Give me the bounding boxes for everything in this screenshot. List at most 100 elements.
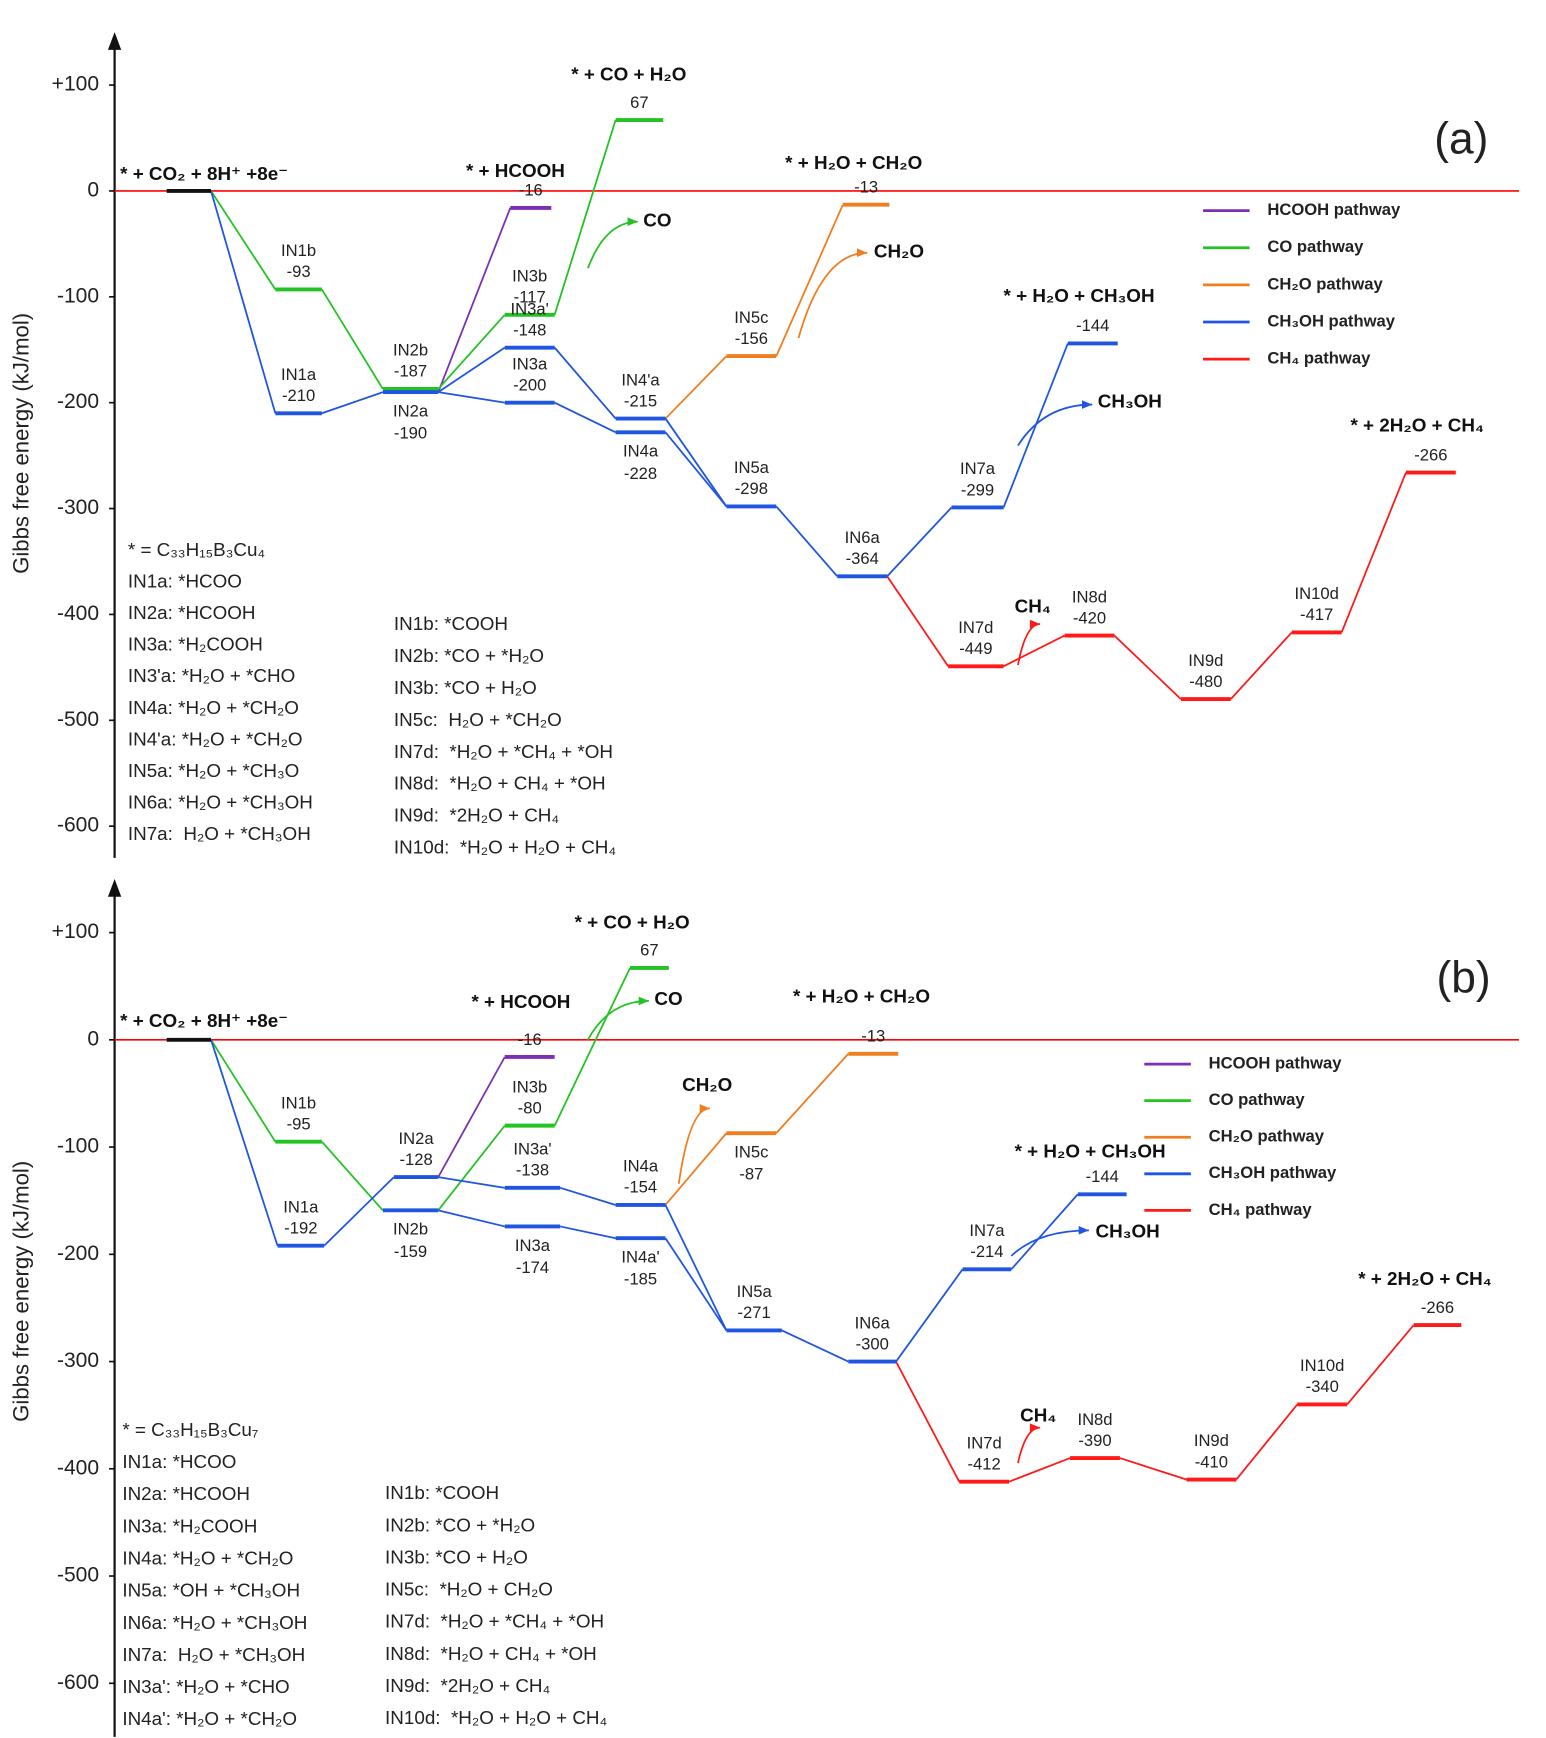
definition: IN7a: H₂O + *CH₃OH: [128, 823, 311, 844]
product-arrowhead: [857, 248, 868, 258]
level-name: IN2b: [393, 341, 428, 360]
definition: IN7a: H₂O + *CH₃OH: [122, 1644, 305, 1665]
pathway-connector: [437, 1125, 506, 1211]
pathway-connector: [210, 190, 277, 414]
definition: IN5c: H₂O + *CH₂O: [394, 709, 562, 730]
level-value: -271: [738, 1303, 771, 1322]
pathway-connector: [664, 1237, 728, 1331]
definition: IN4a: *H₂O + *CH₂O: [128, 697, 299, 718]
level-value: -93: [287, 262, 311, 281]
level-name: IN8d: [1072, 587, 1107, 606]
pathway-connector: [895, 1361, 960, 1483]
state-annotation: * + CO + H₂O: [575, 911, 690, 932]
level-value: -300: [856, 1334, 889, 1353]
level-value: -154: [624, 1178, 657, 1197]
pathway-connector: [321, 391, 384, 415]
definition: IN3b: *CO + H₂O: [385, 1546, 528, 1567]
y-tick-label: -100: [57, 284, 99, 307]
level-name: IN4a': [621, 1248, 659, 1267]
product-arrowhead: [1078, 1226, 1089, 1235]
level-name: IN1a: [281, 365, 317, 384]
pathway-connector: [559, 1186, 616, 1206]
state-annotation: * + H₂O + CH₂O: [785, 152, 922, 173]
level-value: -410: [1195, 1452, 1228, 1471]
level-value: 67: [640, 941, 658, 960]
pathway-connector: [438, 1209, 505, 1228]
level-value: -13: [861, 1027, 885, 1046]
pathway-connector: [1346, 1324, 1415, 1406]
level-name: IN2a: [399, 1129, 435, 1148]
level-value: -192: [284, 1218, 317, 1237]
definition: IN4'a: *H₂O + *CH₂O: [128, 728, 303, 749]
definition: IN8d: *H₂O + CH₄ + *OH: [385, 1643, 597, 1664]
pathway-connector: [775, 505, 838, 577]
definition: IN2b: *CO + *H₂O: [385, 1514, 535, 1535]
level-value: -364: [846, 549, 879, 568]
level-name: IN7a: [960, 459, 996, 478]
state-annotation: * + CO₂ + 8H⁺ +8e⁻: [120, 163, 288, 184]
y-tick-label: +100: [52, 920, 99, 943]
pathway-connector: [664, 1132, 728, 1206]
pathway-connector: [664, 1204, 728, 1331]
state-annotation: * + H₂O + CH₃OH: [1015, 1141, 1166, 1162]
pathway-connector: [775, 1053, 850, 1134]
level-name: IN9d: [1188, 651, 1223, 670]
level-value: -190: [394, 424, 427, 443]
pathway-connector: [886, 506, 953, 577]
product-arrowhead: [1029, 619, 1041, 629]
definition: * = C₃₃H₁₅B₃Cu₇: [122, 1419, 258, 1440]
definition: IN5a: *H₂O + *CH₃O: [128, 760, 299, 781]
pathway-connector: [886, 575, 949, 667]
level-value: -215: [624, 391, 657, 410]
pathway-connector: [437, 314, 506, 390]
y-tick-label: -300: [57, 1349, 99, 1372]
level-value: -298: [735, 479, 768, 498]
legend-label: CH₂O pathway: [1209, 1127, 1325, 1146]
level-value: -210: [282, 386, 315, 405]
level-value: -128: [399, 1150, 432, 1169]
definition: IN9d: *2H₂O + CH₄: [394, 805, 559, 826]
pathway-connector: [210, 190, 277, 290]
level-value: -214: [970, 1242, 1003, 1261]
level-value: -480: [1189, 672, 1222, 691]
definition: IN3a: *H₂COOH: [128, 634, 263, 655]
definition: IN3b: *CO + H₂O: [394, 677, 537, 698]
level-value: -390: [1078, 1431, 1111, 1450]
pathway-connector: [438, 391, 505, 404]
definition: IN10d: *H₂O + H₂O + CH₄: [394, 837, 616, 858]
level-name: IN2b: [393, 1220, 428, 1239]
y-tick-label: -400: [57, 602, 99, 625]
pathway-connector: [559, 1225, 616, 1240]
product-label: CH₄: [1015, 595, 1051, 616]
y-axis-arrow: [107, 32, 122, 50]
legend-label: HCOOH pathway: [1267, 200, 1401, 219]
pathway-connector: [895, 1268, 964, 1363]
level-value: -16: [518, 1030, 542, 1049]
y-tick-label: -200: [57, 390, 99, 413]
definition: IN7d: *H₂O + *CH₄ + *OH: [394, 741, 613, 762]
level-name: IN1b: [281, 1093, 316, 1112]
product-arrowhead: [627, 217, 638, 227]
y-tick-label: +100: [52, 73, 99, 96]
level-name: IN3a: [512, 354, 548, 373]
legend-label: CH₃OH pathway: [1267, 311, 1395, 330]
definition: IN8d: *H₂O + CH₄ + *OH: [394, 773, 606, 794]
level-name: IN5a: [734, 458, 770, 477]
product-label: CH₂O: [874, 241, 924, 262]
legend-label: CH₄ pathway: [1209, 1200, 1313, 1219]
level-name: IN7d: [958, 618, 993, 637]
y-tick-label: 0: [87, 179, 99, 202]
pathway-connector: [554, 401, 616, 434]
level-name: IN9d: [1194, 1431, 1229, 1450]
level-name: IN6a: [845, 528, 881, 547]
legend-label: HCOOH pathway: [1209, 1053, 1343, 1072]
level-value: -266: [1421, 1298, 1454, 1317]
pathway-connector: [664, 431, 728, 507]
y-axis-label: Gibbs free energy (kJ/mol): [8, 313, 33, 574]
level-name: IN4a: [623, 442, 659, 461]
product-label: CH₄: [1020, 1405, 1056, 1426]
pathway-connector: [437, 207, 512, 393]
product-label: CO: [643, 210, 671, 231]
level-value: -144: [1086, 1167, 1119, 1186]
pathway-connector: [437, 346, 506, 393]
